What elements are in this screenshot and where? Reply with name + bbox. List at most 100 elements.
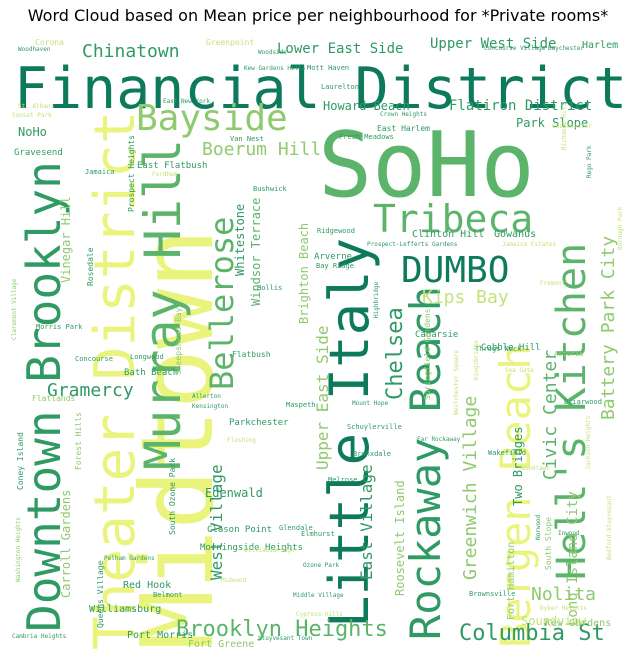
word-glendale: Glendale: [279, 524, 313, 532]
word-far-rockaway: Far Rockaway: [417, 436, 461, 443]
word-crown-heights: Crown Heights: [380, 111, 427, 118]
word-allerton: Allerton: [192, 393, 221, 400]
word-westchester-square: Westchester Square: [453, 350, 460, 415]
word-chinatown: Chinatown: [82, 41, 180, 62]
word-highbridge: Highbridge: [373, 281, 380, 318]
word-hell-s-kitchen: Hell's Kitchen: [549, 243, 595, 580]
word-bay-ridge: Bay Ridge: [316, 262, 354, 270]
word-dumbo: DUMBO: [401, 250, 509, 291]
word-briarwood: Briarwood: [564, 398, 602, 406]
word-wakefield: Wakefield: [488, 449, 526, 457]
word-midwood: Midwood: [221, 577, 247, 584]
word-bath-beach: Bath Beach: [124, 368, 178, 378]
word-theater-district: Theater District: [83, 111, 148, 650]
word-fort-greene: Fort Greene: [188, 639, 254, 650]
word-parkchester: Parkchester: [229, 418, 289, 428]
word-lower-east-side: Lower East Side: [277, 41, 403, 57]
word-bedford-stuyvesant: Bedford-Stuyvesant: [606, 495, 613, 560]
word-mott-haven: Mott Haven: [307, 64, 349, 72]
word-nolita: Nolita: [531, 584, 596, 605]
word-clinton-hill: Clinton Hill: [412, 229, 484, 240]
word-schuylerville: Schuylerville: [347, 423, 402, 431]
word-mount-hope: Mount Hope: [352, 400, 389, 407]
word-bayside: Bayside: [136, 98, 288, 139]
word-prospect-heights: Prospect Heights: [127, 135, 136, 212]
word-upper-west-side: Upper West Side: [430, 36, 556, 52]
chart-title: Word Cloud based on Mean price per neigh…: [27, 6, 609, 25]
word-greenpoint: Greenpoint: [206, 38, 254, 47]
word-roosevelt-island: Roosevelt Island: [393, 480, 407, 596]
word-gravesend: Gravesend: [14, 148, 63, 158]
word-rockaway-beach: Rockaway Beach: [401, 286, 450, 640]
word-washington-heights: Washington Heights: [15, 517, 22, 582]
word-borough-park: Borough Park: [617, 206, 624, 250]
word-prospect-lefferts-gardens: Prospect-Lefferts Gardens: [367, 241, 458, 248]
word-jamaica: Jamaica: [85, 168, 115, 176]
word-brownsville: Brownsville: [469, 590, 515, 598]
word-ozone-park: Ozone Park: [303, 562, 340, 569]
word-baychester: Baychester: [548, 45, 585, 52]
word-norwood: Norwood: [535, 514, 542, 540]
word-sunset-park: Sunset Park: [12, 112, 52, 119]
word-inwood: Inwood: [558, 530, 580, 537]
word-clason-point: Clason Point: [207, 525, 272, 535]
word-howard-beach: Howard Beach: [323, 99, 410, 113]
word-gramercy: Gramercy: [47, 380, 134, 401]
word-laurelton: Laurelton: [321, 83, 359, 91]
word-rosedale: Rosedale: [86, 247, 95, 286]
word-elmhurst: Elmhurst: [301, 530, 335, 538]
word-noho: NoHo: [18, 125, 47, 139]
word-cambria-heights: Cambria Heights: [12, 633, 67, 640]
word-columbia-st: Columbia St: [459, 621, 605, 646]
word-fresh-meadows: Fresh Meadows: [339, 133, 394, 141]
word-south-slope: South Slope: [544, 517, 553, 570]
word-canarsie: Canarsie: [415, 330, 458, 340]
word-west-village: West Village: [207, 464, 226, 580]
word-woodhaven: Woodhaven: [18, 46, 51, 53]
word-flatiron-district: Flatiron District: [449, 98, 592, 114]
word-kensington: Kensington: [192, 403, 229, 410]
word-windsor-terrace: Windsor Terrace: [249, 198, 263, 306]
word-civic-center: Civic Center: [540, 350, 561, 480]
word-financial-district: Financial District: [14, 56, 627, 122]
word-cobble-hill: Cobble Hill: [481, 343, 541, 353]
word-eastchester: Eastchester: [552, 123, 592, 130]
word-vinegar-hill: Vinegar Hill: [59, 196, 73, 283]
word-cypress-hills: Cypress Hills: [296, 611, 343, 618]
word-brooklyn-heights: Brooklyn Heights: [176, 617, 388, 642]
word-maspeth: Maspeth: [286, 401, 316, 409]
word-woodside: Woodside: [258, 49, 287, 56]
word-queens-village: Queens Village: [96, 560, 105, 628]
word-harlem: Harlem: [582, 40, 618, 51]
word-edenwald: Edenwald: [205, 486, 263, 500]
word-jamaica-estates: Jamaica Estates: [502, 241, 557, 248]
word-whitestone: Whitestone: [233, 204, 247, 276]
word-kew-gardens: Kew Gardens: [545, 618, 611, 629]
word-two-bridges: Two Bridges: [511, 427, 525, 506]
word-melrose: Melrose: [328, 476, 358, 484]
word-soho: SoHo: [318, 113, 535, 218]
word-boerum-hill: Boerum Hill: [202, 139, 321, 160]
word-fordham: Fordham: [152, 171, 178, 178]
word-south-ozone-park: South Ozone Park: [168, 458, 177, 535]
word-middle-village: Middle Village: [293, 592, 344, 599]
word-port-morris: Port Morris: [127, 630, 193, 641]
word-east-harlem: East Harlem: [377, 124, 430, 133]
word-tribeca: Tribeca: [373, 197, 533, 241]
word-morris-park: Morris Park: [36, 323, 83, 331]
word-morningside-heights: Morningside Heights: [200, 543, 303, 553]
word-little-italy: Little Italy: [318, 238, 381, 628]
word-midtown: Midtown: [119, 229, 236, 650]
word-sheepshead-bay: Sheepshead Bay: [174, 307, 183, 375]
word-sea-gate: Sea Gate: [505, 367, 534, 374]
word-springfield-gardens: Springfield Gardens: [423, 308, 432, 400]
word-concourse-village: Concourse Village: [484, 45, 546, 52]
word-east-village: East Village: [357, 464, 376, 580]
word-corona: Corona: [35, 38, 64, 47]
word-ridgewood: Ridgewood: [317, 227, 355, 235]
word-pelham-gardens: Pelham Gardens: [104, 555, 155, 562]
word-bellerose: Bellerose: [203, 217, 241, 390]
word-claremont-village: Claremont Village: [11, 278, 18, 340]
word-east-flatbush: East Flatbush: [137, 161, 207, 171]
